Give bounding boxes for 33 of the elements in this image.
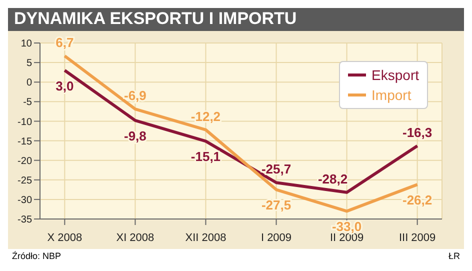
y-tick-label: 5 xyxy=(26,58,32,70)
data-label: -9,8 xyxy=(124,128,146,144)
data-label: -12,2 xyxy=(190,108,221,124)
y-tick-label: -15 xyxy=(18,136,32,148)
data-label: 3,0 xyxy=(56,78,74,94)
y-tick-label: -5 xyxy=(23,97,32,108)
y-tick-label: -35 xyxy=(18,214,32,226)
y-tick-label: -20 xyxy=(18,156,32,167)
y-tick-label: -30 xyxy=(18,194,32,206)
legend-label: Eksport xyxy=(372,66,419,85)
data-label: -33,0 xyxy=(332,219,362,234)
data-label: -16,3 xyxy=(402,124,432,140)
y-tick-label: 0 xyxy=(26,78,32,89)
x-tick-label: III 2009 xyxy=(398,232,436,244)
y-tick-label: -25 xyxy=(18,175,32,186)
x-tick-label: II 2009 xyxy=(330,232,364,244)
data-label: -26,2 xyxy=(402,192,432,208)
text: ŁR xyxy=(448,251,460,261)
data-label: -15,1 xyxy=(190,149,221,164)
data-label: -25,7 xyxy=(261,162,292,177)
data-label: -28,2 xyxy=(318,171,348,186)
y-tick-label: 10 xyxy=(20,38,32,50)
chart-title: DYNAMIKA EKSPORTU I IMPORTU xyxy=(8,8,464,31)
y-tick-label: -10 xyxy=(18,116,32,128)
data-label: -27,5 xyxy=(261,198,292,213)
data-label: -6,9 xyxy=(124,88,146,104)
x-tick-label: XII 2008 xyxy=(185,232,226,244)
x-tick-label: I 2009 xyxy=(260,232,292,244)
data-label: 6,7 xyxy=(56,34,74,50)
text: Źródło: NBP xyxy=(12,251,62,261)
legend-label: Import xyxy=(372,86,412,105)
x-tick-label: XI 2008 xyxy=(116,232,154,244)
x-tick-label: X 2008 xyxy=(47,232,82,244)
